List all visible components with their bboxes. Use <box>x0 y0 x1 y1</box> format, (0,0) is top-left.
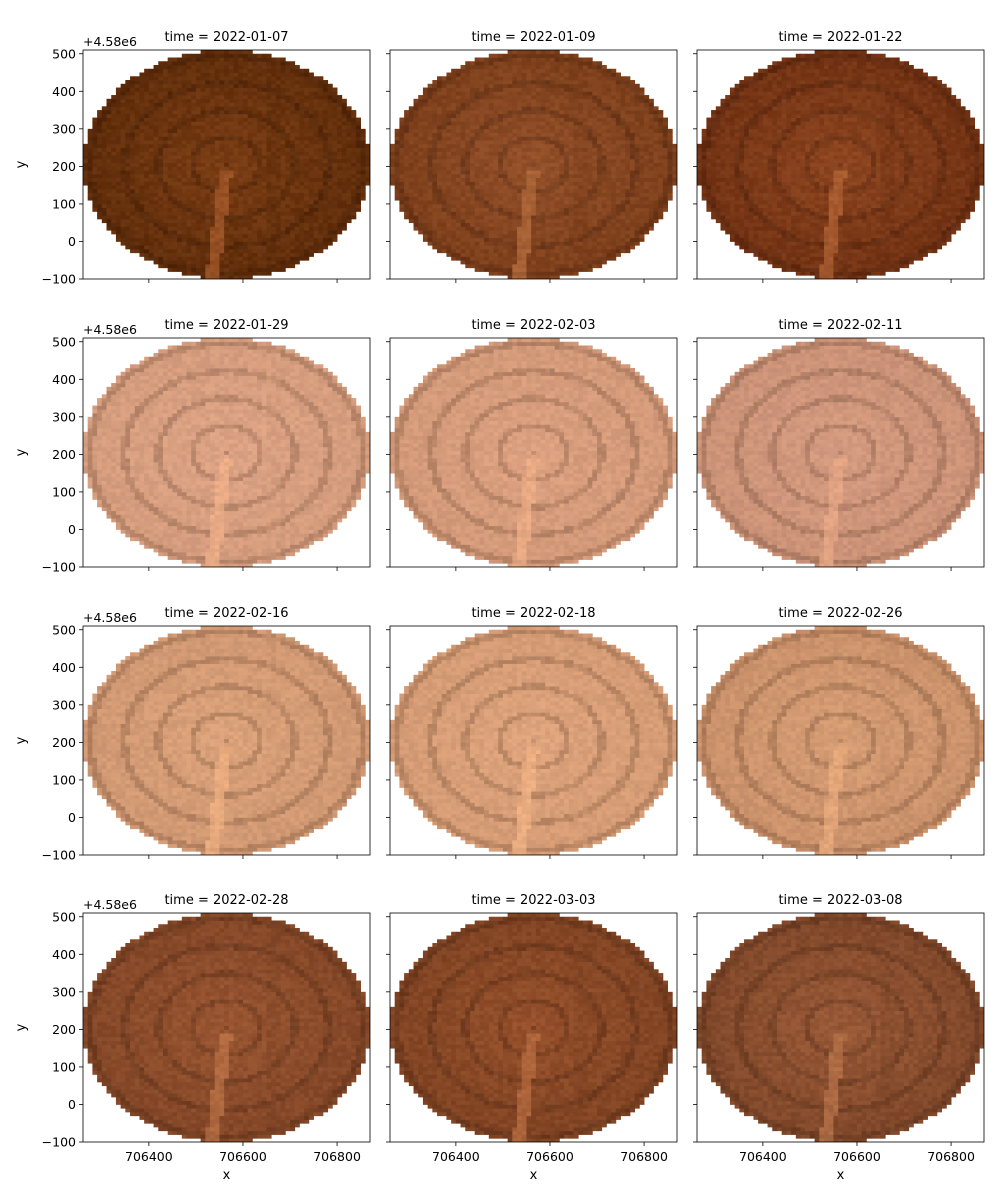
axes-frame <box>696 912 985 1143</box>
y-tick-label: 100 <box>52 196 76 211</box>
axes-frame <box>82 337 371 568</box>
y-tick-label: 0 <box>68 522 76 537</box>
y-tick-label: 500 <box>52 909 76 924</box>
axes-frame <box>696 49 985 280</box>
y-tick-label: 0 <box>68 810 76 825</box>
raster-image <box>697 626 984 855</box>
y-tick-label: 400 <box>52 372 76 387</box>
axes-frame <box>389 337 678 568</box>
y-tick-label: 200 <box>52 159 76 174</box>
x-tick-label: 706800 <box>927 1149 975 1164</box>
x-tick-label: 706600 <box>526 1149 574 1164</box>
panel-6: time = 2022-02-11 <box>693 318 985 571</box>
raster-image <box>697 50 984 279</box>
y-tick-label: −100 <box>42 1135 76 1150</box>
y-offset-label: +4.58e6 <box>83 897 137 912</box>
raster-image <box>390 913 677 1142</box>
panel-title: time = 2022-02-11 <box>778 318 902 333</box>
raster-image <box>390 626 677 855</box>
panel-8: time = 2022-02-18 <box>386 606 678 859</box>
panel-12: time = 2022-03-08 706400 706600 706800 x <box>693 893 985 1183</box>
x-axis-label: x <box>530 1168 538 1183</box>
axes-frame <box>82 912 371 1143</box>
y-tick-label: 500 <box>52 622 76 637</box>
y-axis-label: y <box>14 448 29 456</box>
raster-image <box>390 50 677 279</box>
panel-title: time = 2022-03-08 <box>778 893 902 908</box>
y-tick-label: 400 <box>52 947 76 962</box>
panel-title: time = 2022-01-09 <box>471 30 595 45</box>
panel-4: time = 2022-01-29 −100 0 100 200 300 400 500 y +4… <box>14 318 371 575</box>
axes-frame <box>696 625 985 856</box>
y-tick-label: 500 <box>52 46 76 61</box>
raster-image <box>697 913 984 1142</box>
y-tick-label: 400 <box>52 84 76 99</box>
panel-9: time = 2022-02-26 <box>693 606 985 859</box>
panel-10: time = 2022-02-28 −100 0 100 200 300 400 500 706… <box>14 893 371 1183</box>
y-tick-label: 400 <box>52 660 76 675</box>
panel-title: time = 2022-03-03 <box>471 893 595 908</box>
y-tick-label: 200 <box>52 447 76 462</box>
y-tick-label: 300 <box>52 409 76 424</box>
panel-title: time = 2022-02-28 <box>164 893 288 908</box>
y-tick-label: −100 <box>42 272 76 287</box>
panel-title: time = 2022-01-22 <box>778 30 902 45</box>
y-tick-label: 100 <box>52 772 76 787</box>
x-tick-label: 706800 <box>313 1149 361 1164</box>
y-tick-label: 0 <box>68 1097 76 1112</box>
panel-1: time = 2022-01-07 −100 0 100 200 300 400 500 y +4… <box>14 30 371 287</box>
y-tick-label: −100 <box>42 848 76 863</box>
y-tick-label: 0 <box>68 234 76 249</box>
raster-image <box>83 50 370 279</box>
panel-title: time = 2022-02-16 <box>164 606 288 621</box>
y-axis-label: y <box>14 160 29 168</box>
y-axis-label: y <box>14 1023 29 1031</box>
x-tick-label: 706400 <box>125 1149 173 1164</box>
y-tick-label: 100 <box>52 484 76 499</box>
y-offset-label: +4.58e6 <box>83 34 137 49</box>
panel-title: time = 2022-02-18 <box>471 606 595 621</box>
raster-image <box>83 913 370 1142</box>
y-offset-label: +4.58e6 <box>83 322 137 337</box>
raster-image <box>697 338 984 567</box>
y-tick-label: 500 <box>52 334 76 349</box>
raster-image <box>83 626 370 855</box>
x-axis-label: x <box>223 1168 231 1183</box>
axes-frame <box>389 49 678 280</box>
x-tick-label: 706400 <box>432 1149 480 1164</box>
y-tick-label: 100 <box>52 1059 76 1074</box>
axes-frame <box>82 625 371 856</box>
x-tick-label: 706800 <box>620 1149 668 1164</box>
raster-image <box>390 338 677 567</box>
panel-title: time = 2022-01-29 <box>164 318 288 333</box>
axes-frame <box>389 912 678 1143</box>
raster-image <box>83 338 370 567</box>
panel-title: time = 2022-02-03 <box>471 318 595 333</box>
axes-frame <box>389 625 678 856</box>
y-tick-label: 300 <box>52 121 76 136</box>
axes-frame <box>82 49 371 280</box>
y-tick-label: 300 <box>52 984 76 999</box>
y-tick-label: 200 <box>52 1022 76 1037</box>
y-axis-label: y <box>14 736 29 744</box>
x-axis-label: x <box>837 1168 845 1183</box>
y-tick-label: −100 <box>42 560 76 575</box>
panel-title: time = 2022-02-26 <box>778 606 902 621</box>
panel-7: time = 2022-02-16 −100 0 100 200 300 400 500 y +4… <box>14 606 371 863</box>
panel-3: time = 2022-01-22 <box>693 30 985 283</box>
x-tick-label: 706400 <box>739 1149 787 1164</box>
panel-title: time = 2022-01-07 <box>164 30 288 45</box>
y-tick-label: 300 <box>52 697 76 712</box>
x-tick-label: 706600 <box>219 1149 267 1164</box>
y-offset-label: +4.58e6 <box>83 610 137 625</box>
panel-2: time = 2022-01-09 <box>386 30 678 283</box>
axes-frame <box>696 337 985 568</box>
panel-11: time = 2022-03-03 706400 706600 706800 x <box>386 893 678 1183</box>
y-tick-label: 200 <box>52 735 76 750</box>
panel-5: time = 2022-02-03 <box>386 318 678 571</box>
x-tick-label: 706600 <box>833 1149 881 1164</box>
